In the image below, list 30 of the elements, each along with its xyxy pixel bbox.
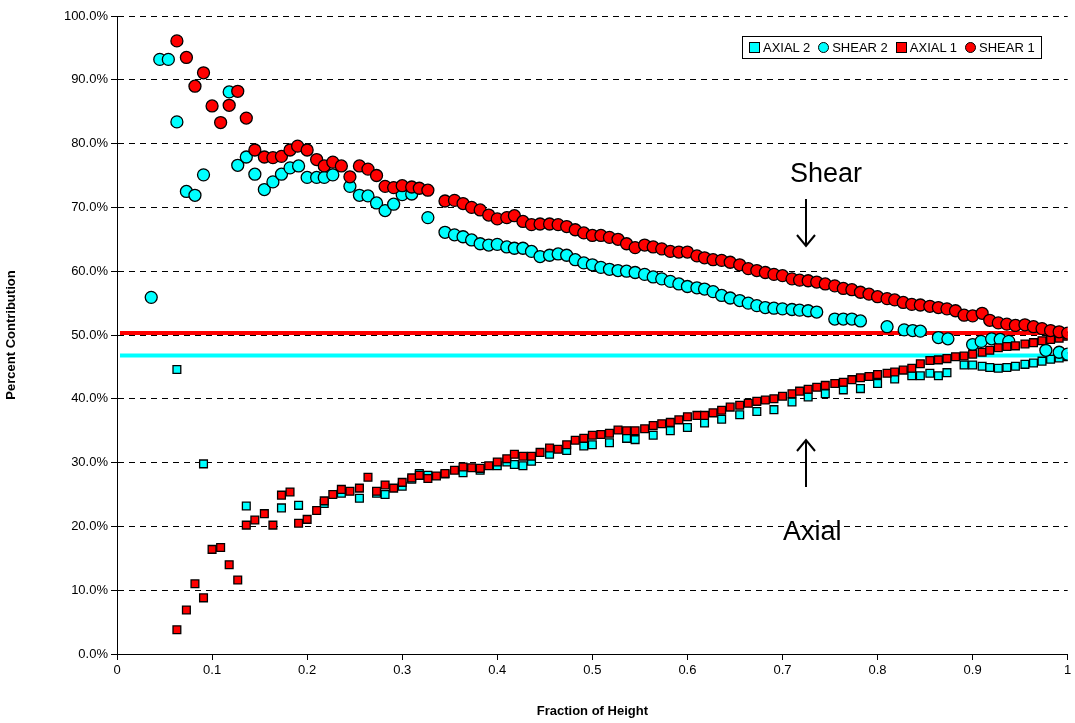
y-tick-label: 70.0% [71, 198, 109, 214]
x-tick-label: 0.2 [298, 662, 317, 678]
legend-label: AXIAL 1 [909, 40, 958, 55]
y-tick-label: 0.0% [78, 645, 109, 661]
x-tick-label: 1 [1064, 662, 1072, 678]
y-tick-label: 50.0% [71, 326, 109, 342]
y-tick-label: 30.0% [71, 454, 109, 470]
x-tick-label: 0.3 [393, 662, 412, 678]
x-tick-label: 0.7 [773, 662, 792, 678]
x-tick-label: 0.9 [963, 662, 982, 678]
x-tick-label: 0 [113, 662, 121, 678]
y-tick-label: 60.0% [71, 262, 109, 278]
y-tick-label: 100.0% [63, 7, 109, 23]
x-tick-label: 0.1 [203, 662, 222, 678]
y-tick-label: 80.0% [71, 135, 109, 151]
y-tick-label: 40.0% [71, 390, 109, 406]
y-axis-title: Percent Contribution [3, 270, 19, 400]
x-axis-title: Fraction of Height [536, 702, 649, 718]
y-tick-label: 90.0% [71, 71, 109, 87]
x-tick-label: 0.4 [488, 662, 507, 678]
annotation: Shear [790, 158, 863, 188]
x-tick-label: 0.6 [678, 662, 697, 678]
annotation: Axial [783, 516, 842, 546]
y-tick-label: 20.0% [71, 517, 109, 533]
y-tick-label: 10.0% [71, 581, 109, 597]
x-tick-label: 0.5 [583, 662, 602, 678]
legend-label: SHEAR 1 [979, 40, 1035, 55]
legend-label: AXIAL 2 [762, 40, 811, 55]
x-tick-label: 0.8 [868, 662, 887, 678]
legend-label: SHEAR 2 [832, 40, 888, 55]
